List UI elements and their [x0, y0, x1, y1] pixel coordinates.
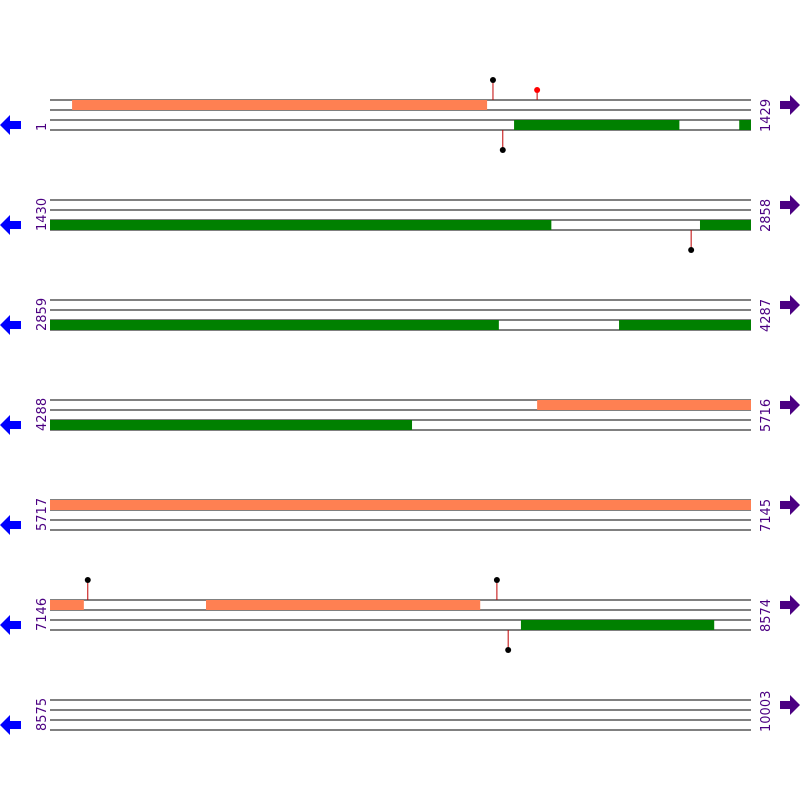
feature — [50, 420, 413, 430]
start-label: 1 — [35, 123, 50, 131]
reverse-arrow — [0, 315, 21, 335]
end-label: 8574 — [759, 599, 774, 632]
feature — [50, 320, 499, 330]
reverse-arrow — [0, 715, 21, 735]
end-label: 10003 — [759, 691, 774, 732]
feature — [205, 600, 481, 610]
feature — [699, 220, 751, 230]
site-head — [688, 247, 695, 253]
forward-arrow — [780, 195, 800, 215]
start-label: 7146 — [35, 598, 50, 631]
start-label: 8575 — [35, 698, 50, 731]
feature — [514, 120, 680, 130]
site-head — [489, 77, 496, 83]
end-label: 5716 — [759, 399, 774, 432]
forward-arrow — [780, 695, 800, 715]
site-head — [505, 647, 512, 653]
forward-arrow — [780, 95, 800, 115]
site-head — [534, 87, 541, 93]
forward-arrow — [780, 395, 800, 415]
end-label: 4287 — [759, 299, 774, 332]
end-label: 1429 — [759, 99, 774, 132]
reverse-arrow — [0, 615, 21, 635]
site-head — [499, 147, 506, 153]
start-label: 4288 — [35, 398, 50, 431]
feature — [619, 320, 751, 330]
start-label: 1430 — [35, 198, 50, 231]
reverse-arrow — [0, 415, 21, 435]
end-label: 2858 — [759, 199, 774, 232]
feature — [50, 600, 84, 610]
start-label: 2859 — [35, 298, 50, 331]
feature — [537, 400, 751, 410]
feature — [50, 500, 751, 510]
site-head — [84, 577, 91, 583]
reverse-arrow — [0, 515, 21, 535]
forward-arrow — [780, 295, 800, 315]
forward-arrow — [780, 595, 800, 615]
feature — [50, 220, 552, 230]
forward-arrow — [780, 495, 800, 515]
reverse-arrow — [0, 215, 21, 235]
site-head — [493, 577, 500, 583]
start-label: 5717 — [35, 498, 50, 531]
reverse-arrow — [0, 115, 21, 135]
end-label: 7145 — [759, 499, 774, 532]
feature — [72, 100, 488, 110]
feature — [520, 620, 715, 630]
feature — [739, 120, 751, 130]
